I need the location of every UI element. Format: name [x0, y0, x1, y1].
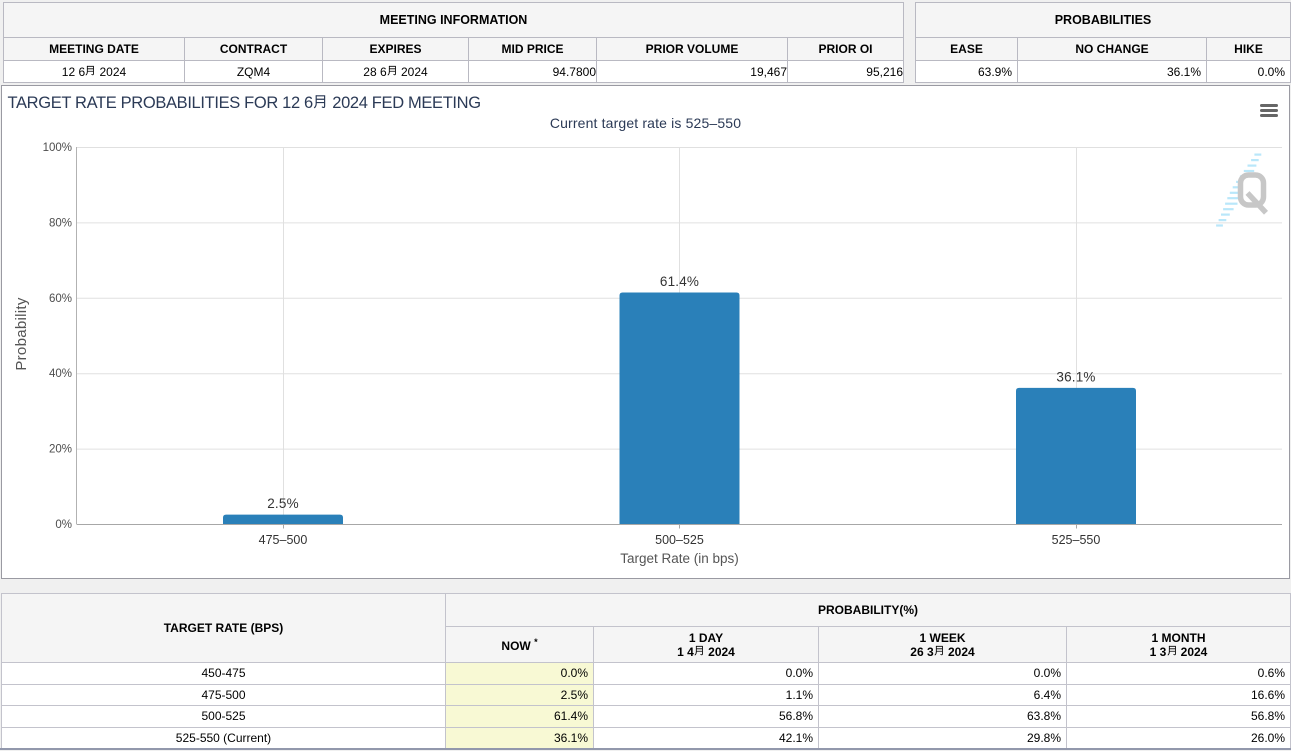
svg-text:2.5%: 2.5% [267, 496, 299, 511]
svg-text:80%: 80% [49, 217, 72, 229]
svg-text:525–550: 525–550 [1052, 533, 1101, 547]
svg-text:475–500: 475–500 [259, 533, 308, 547]
svg-text:Target Rate (in bps): Target Rate (in bps) [620, 551, 739, 566]
svg-text:100%: 100% [43, 142, 72, 154]
svg-text:36.1%: 36.1% [1056, 369, 1095, 384]
svg-text:60%: 60% [49, 293, 72, 305]
svg-text:40%: 40% [49, 368, 72, 380]
svg-text:Probability: Probability [13, 297, 30, 371]
svg-text:20%: 20% [49, 444, 72, 456]
svg-text:0%: 0% [55, 519, 72, 531]
svg-text:61.4%: 61.4% [660, 274, 699, 289]
svg-text:500–525: 500–525 [655, 533, 704, 547]
